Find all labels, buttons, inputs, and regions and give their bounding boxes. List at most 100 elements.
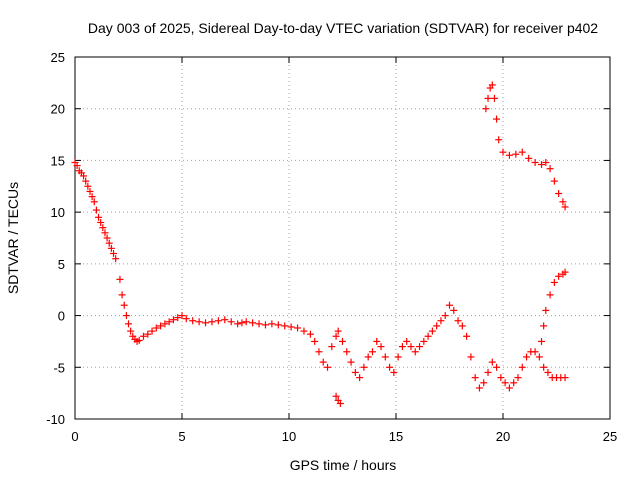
data-point <box>538 161 546 169</box>
data-point <box>169 316 177 324</box>
data-point <box>148 327 156 335</box>
data-point <box>394 353 402 361</box>
data-point <box>99 224 107 232</box>
chart-title: Day 003 of 2025, Sidereal Day-to-day VTE… <box>88 20 598 36</box>
data-point <box>300 327 308 335</box>
data-point <box>428 327 436 335</box>
data-point <box>157 322 165 330</box>
data-point <box>152 324 160 332</box>
data-point <box>561 268 569 276</box>
data-point <box>95 213 103 221</box>
data-point <box>390 368 398 376</box>
data-point <box>261 321 269 329</box>
data-point <box>518 148 526 156</box>
data-point <box>328 343 336 351</box>
data-point <box>118 291 126 299</box>
data-point <box>112 255 120 263</box>
data-point <box>120 301 128 309</box>
data-point <box>287 323 295 331</box>
data-point <box>139 332 147 340</box>
data-point <box>495 136 503 144</box>
data-point <box>518 363 526 371</box>
data-point <box>505 384 513 392</box>
data-point <box>373 337 381 345</box>
data-point <box>523 353 531 361</box>
data-point <box>182 315 190 323</box>
data-point <box>125 320 132 328</box>
y-axis-label: SDTVAR / TECUs <box>5 182 21 294</box>
data-point <box>471 374 479 382</box>
data-point <box>268 320 276 328</box>
data-point <box>450 306 458 314</box>
data-point <box>424 332 432 340</box>
data-point <box>165 318 173 326</box>
data-point <box>525 154 533 162</box>
data-point <box>319 358 327 366</box>
data-point <box>202 319 210 327</box>
data-point <box>351 368 359 376</box>
data-point <box>336 399 344 407</box>
data-point <box>531 348 539 356</box>
data-point <box>356 374 364 382</box>
data-point <box>546 291 554 299</box>
plot-frame <box>74 56 611 420</box>
data-point <box>420 337 428 345</box>
data-point <box>544 368 552 376</box>
data-point <box>195 318 203 326</box>
data-point <box>463 332 471 340</box>
data-point <box>161 320 169 328</box>
data-point <box>80 172 88 180</box>
y-tick-label: 5 <box>58 257 65 272</box>
data-point <box>90 198 98 206</box>
data-point <box>559 198 567 206</box>
data-point <box>227 318 235 326</box>
data-point <box>110 250 118 258</box>
data-point <box>377 343 385 351</box>
data-point <box>105 239 113 247</box>
data-point <box>501 379 509 387</box>
data-point <box>234 320 242 328</box>
data-point <box>446 301 453 309</box>
data-point <box>84 182 92 190</box>
data-point <box>540 363 548 371</box>
data-point <box>555 272 563 280</box>
axis-ticks: 0 5 10 15 20 25 -10 -5 0 5 10 15 20 25 <box>46 50 617 444</box>
y-tick-label: 15 <box>51 153 65 168</box>
data-point <box>540 322 548 330</box>
data-point <box>488 81 496 89</box>
data-point <box>497 374 505 382</box>
data-point <box>97 218 105 226</box>
data-point <box>107 244 115 252</box>
x-tick-label: 5 <box>178 429 185 444</box>
data-point <box>499 148 507 156</box>
data-point <box>510 379 518 387</box>
data-point <box>242 318 250 326</box>
x-tick-label: 0 <box>71 429 78 444</box>
data-point <box>332 332 340 340</box>
data-point <box>189 317 197 325</box>
data-point <box>546 165 554 173</box>
data-point <box>555 190 563 198</box>
data-point <box>221 316 229 324</box>
data-point <box>274 321 282 329</box>
data-point <box>484 368 492 376</box>
data-point <box>550 278 558 286</box>
data-point <box>332 392 340 400</box>
data-points <box>71 81 569 407</box>
data-point <box>174 314 182 322</box>
data-point <box>538 337 546 345</box>
data-point <box>480 379 488 387</box>
data-point <box>255 320 263 328</box>
data-point <box>441 312 449 320</box>
data-point <box>542 158 550 166</box>
data-point <box>144 330 152 338</box>
data-point <box>493 115 501 123</box>
data-point <box>306 330 314 338</box>
data-point <box>368 348 376 356</box>
y-tick-label: 25 <box>51 50 65 65</box>
data-point <box>403 337 411 345</box>
data-point <box>550 177 558 185</box>
data-point <box>135 336 143 344</box>
